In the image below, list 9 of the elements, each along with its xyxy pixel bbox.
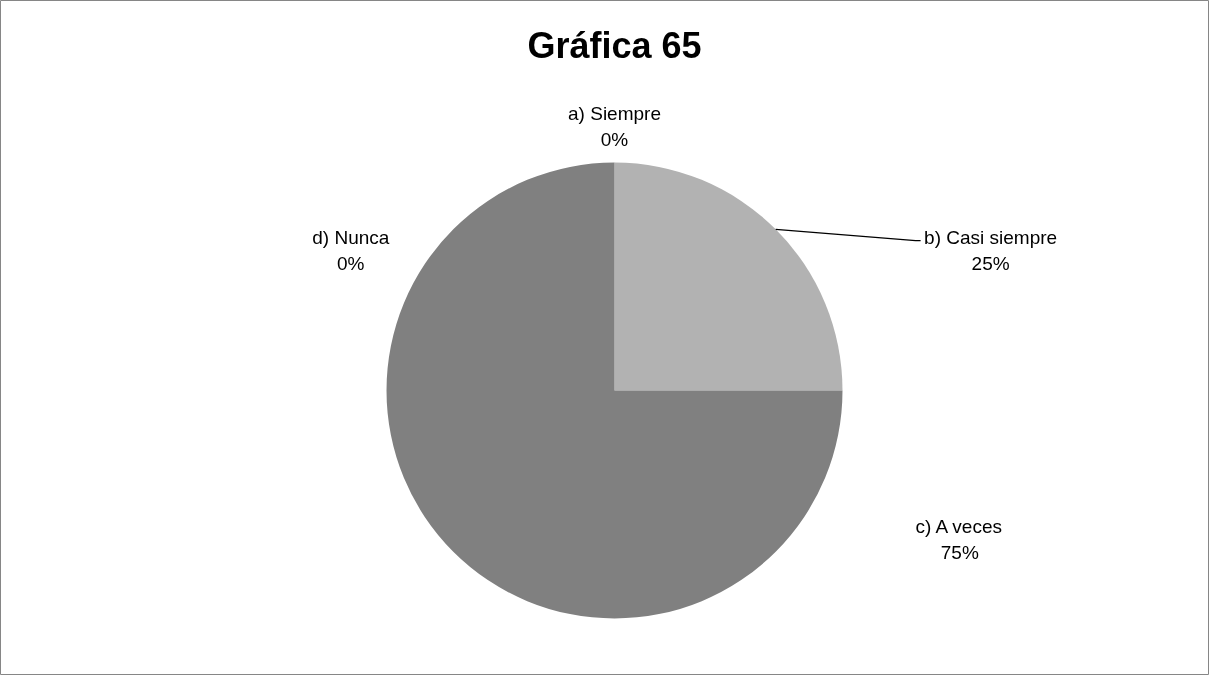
text: 0% xyxy=(600,128,629,150)
text: 0% xyxy=(337,252,365,274)
data-label: 25% xyxy=(971,253,1010,275)
category-label: a) Siempre xyxy=(568,102,661,124)
category-label: d) Nunca xyxy=(312,226,390,248)
data-label: 75% xyxy=(940,542,979,564)
slice-label: b) Casi siempre xyxy=(924,227,1058,249)
chart-title: Gráfica 65 xyxy=(527,25,702,66)
slice-label: c) A veces xyxy=(915,516,1003,538)
